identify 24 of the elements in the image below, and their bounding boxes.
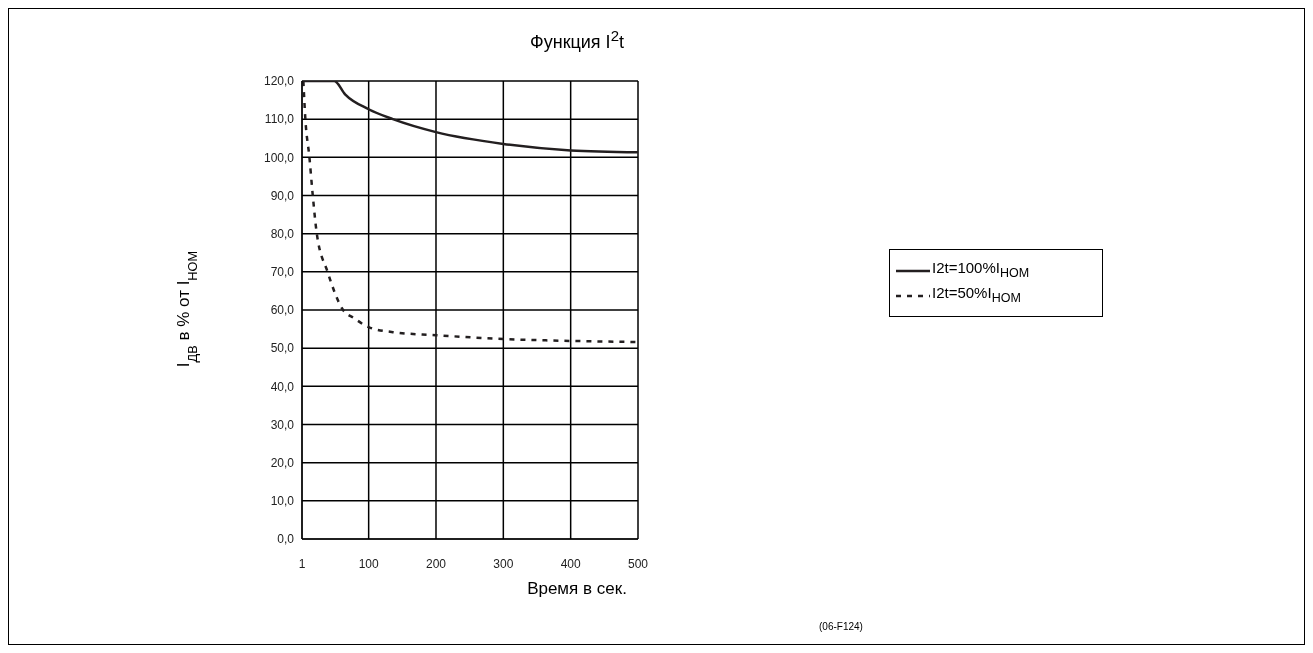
y-tick-label: 110,0 [264, 112, 295, 127]
y-tick-label: 90,0 [270, 188, 295, 203]
y-tick-label: 10,0 [270, 494, 295, 509]
x-tick-label: 200 [425, 556, 447, 571]
y-tick-label: 60,0 [270, 303, 295, 318]
x-tick-label: 1 [298, 556, 306, 571]
y-tick-label: 40,0 [270, 379, 295, 394]
y-tick-label: 80,0 [270, 226, 295, 241]
x-tick-label: 400 [560, 556, 581, 571]
x-tick-label: 100 [358, 556, 379, 571]
chart-title: Функция I$^{2}$t [529, 27, 625, 53]
legend-label: I2t=100%I$_{НОМ}$ [932, 258, 1030, 282]
y-tick-label: 50,0 [270, 341, 295, 356]
x-axis-title: Время в сек. [527, 579, 627, 598]
x-tick-label: 300 [493, 556, 514, 571]
y-tick-label: 70,0 [270, 265, 295, 280]
text: (06-F124) [819, 621, 863, 632]
y-tick-label: 30,0 [270, 417, 295, 432]
y-tick-label: 120,0 [263, 74, 295, 89]
y-tick-label: 20,0 [270, 455, 295, 470]
x-tick-label: 500 [627, 556, 649, 571]
y-tick-label: 100,0 [263, 150, 295, 165]
legend-label: I2t=50%I$_{НОМ}$ [932, 283, 1021, 307]
y-tick-label: 0,0 [277, 532, 295, 547]
